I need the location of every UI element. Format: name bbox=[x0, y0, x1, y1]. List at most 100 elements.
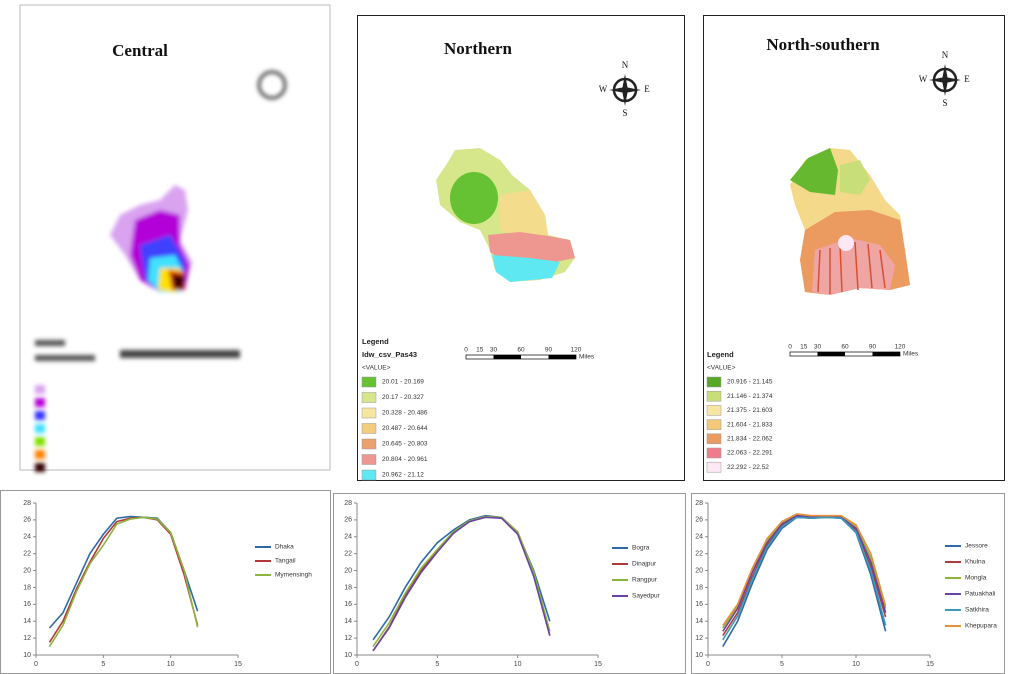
compass-letter: N bbox=[942, 50, 949, 60]
y-tick-label: 12 bbox=[344, 635, 352, 642]
legend-label: Satkhira bbox=[965, 607, 989, 614]
legend-label: Khulna bbox=[965, 559, 986, 566]
x-tick-label: 0 bbox=[706, 661, 710, 668]
x-tick-label: 5 bbox=[101, 661, 105, 668]
series-line bbox=[48, 516, 199, 647]
y-tick-label: 12 bbox=[23, 635, 31, 642]
legend-label: 20.916 - 21.145 bbox=[727, 379, 773, 386]
y-tick-label: 26 bbox=[23, 517, 31, 524]
y-tick-label: 10 bbox=[695, 652, 703, 659]
legend-label: 20.01 - 20.169 bbox=[382, 379, 424, 386]
x-tick-label: 15 bbox=[926, 661, 934, 668]
legend-label: 20.962 - 21.12 bbox=[382, 472, 424, 479]
legend-label: Bogra bbox=[632, 545, 650, 552]
scale-label: 15 bbox=[800, 344, 808, 351]
y-tick-label: 10 bbox=[344, 652, 352, 659]
legend-swatch bbox=[706, 433, 722, 445]
compass-star bbox=[929, 64, 961, 96]
legend-label: 20.804 - 20.961 bbox=[382, 456, 428, 463]
series-line bbox=[372, 515, 551, 648]
x-tick-label: 10 bbox=[167, 661, 175, 668]
series-line bbox=[722, 514, 887, 632]
y-tick-label: 16 bbox=[695, 601, 703, 608]
x-tick-label: 0 bbox=[34, 661, 38, 668]
x-tick-label: 0 bbox=[355, 661, 359, 668]
legend-label: Patuakhali bbox=[965, 591, 995, 598]
scale-label: 30 bbox=[814, 344, 822, 351]
y-tick-label: 24 bbox=[23, 534, 31, 541]
scale-label: 120 bbox=[571, 347, 582, 354]
legend-title: Legend bbox=[707, 350, 734, 359]
legend-label: 22.292 - 22.52 bbox=[727, 464, 769, 471]
legend-field: Idw_csv_Pas43 bbox=[362, 350, 417, 359]
y-tick-label: 22 bbox=[23, 551, 31, 558]
legend-label: 21.604 - 21.833 bbox=[727, 421, 773, 428]
compass-letter: S bbox=[622, 108, 627, 118]
series-line bbox=[722, 516, 887, 641]
legend-swatch bbox=[706, 419, 722, 430]
y-tick-label: 24 bbox=[344, 534, 352, 541]
legend-swatch bbox=[361, 407, 377, 419]
y-tick-label: 26 bbox=[344, 517, 352, 524]
y-tick-label: 18 bbox=[23, 584, 31, 591]
y-tick-label: 20 bbox=[23, 567, 31, 574]
legend-label: 22.063 - 22.291 bbox=[727, 450, 773, 457]
legend-label: Khepupara bbox=[965, 623, 997, 630]
legend-label: 20.645 - 20.803 bbox=[382, 441, 428, 448]
compass-letter: W bbox=[599, 84, 608, 94]
scale-bar-fill bbox=[872, 352, 900, 356]
scale-bar-fill bbox=[548, 355, 576, 359]
chart-frame bbox=[0, 490, 331, 674]
legend-label: 21.146 - 21.374 bbox=[727, 393, 773, 400]
series-line bbox=[372, 516, 551, 652]
map-northern bbox=[436, 148, 575, 282]
legend-swatch bbox=[706, 376, 722, 388]
legend-label: Rangpur bbox=[632, 577, 658, 584]
legend-swatch bbox=[361, 423, 377, 434]
scale-label: 90 bbox=[869, 344, 877, 351]
legend-swatch bbox=[361, 392, 377, 403]
map-central bbox=[35, 70, 287, 472]
y-tick-label: 28 bbox=[23, 500, 31, 507]
legend-swatch bbox=[361, 376, 377, 388]
scale-label: 120 bbox=[895, 344, 906, 351]
legend-label: Mymensingh bbox=[275, 572, 312, 579]
y-tick-label: 20 bbox=[344, 567, 352, 574]
y-tick-label: 14 bbox=[695, 618, 703, 625]
x-tick-label: 10 bbox=[514, 661, 522, 668]
compass-letter: E bbox=[644, 84, 650, 94]
x-tick-label: 15 bbox=[594, 661, 602, 668]
legend-label: 20.487 - 20.644 bbox=[382, 425, 428, 432]
scale-label: 0 bbox=[788, 344, 792, 351]
map-title: Central bbox=[112, 41, 168, 60]
scale-label: 90 bbox=[545, 347, 553, 354]
y-tick-label: 14 bbox=[23, 618, 31, 625]
scale-unit: Miles bbox=[903, 351, 919, 358]
y-tick-label: 22 bbox=[695, 551, 703, 558]
legend-label: 21.834 - 22.062 bbox=[727, 436, 773, 443]
map-title: North-southern bbox=[766, 35, 880, 54]
series-line bbox=[722, 513, 887, 626]
scale-bar-fill bbox=[493, 355, 521, 359]
scale-label: 15 bbox=[476, 347, 484, 354]
legend-label: 20.17 - 20.327 bbox=[382, 394, 424, 401]
y-tick-label: 18 bbox=[695, 584, 703, 591]
compass-letter: E bbox=[964, 74, 970, 84]
y-tick-label: 14 bbox=[344, 618, 352, 625]
x-tick-label: 5 bbox=[435, 661, 439, 668]
y-tick-label: 22 bbox=[344, 551, 352, 558]
legend-label: Sayedpur bbox=[632, 593, 661, 600]
y-tick-label: 16 bbox=[344, 601, 352, 608]
y-tick-label: 18 bbox=[344, 584, 352, 591]
legend-swatch bbox=[706, 405, 722, 416]
legend-label: Dhaka bbox=[275, 544, 294, 551]
scale-label: 30 bbox=[490, 347, 498, 354]
y-tick-label: 24 bbox=[695, 534, 703, 541]
scale-bar-fill bbox=[817, 352, 845, 356]
y-tick-label: 28 bbox=[344, 500, 352, 507]
y-tick-label: 28 bbox=[695, 500, 703, 507]
legend-swatch bbox=[706, 390, 722, 402]
compass-letter: N bbox=[622, 60, 629, 70]
scale-label: 0 bbox=[464, 347, 468, 354]
